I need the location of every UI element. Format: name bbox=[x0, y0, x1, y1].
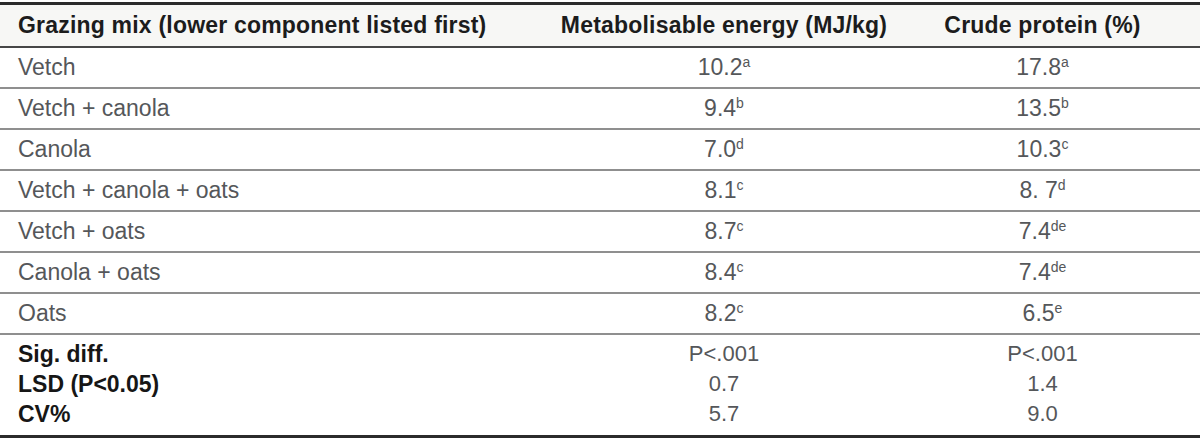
cp-number: 10.3 bbox=[1017, 136, 1062, 162]
table-row-vetch-oats: Vetch + oats 8.7c 7.4de bbox=[0, 212, 1200, 253]
cp-superscript: a bbox=[1061, 54, 1069, 70]
cp-number: 8. 7 bbox=[1019, 177, 1057, 203]
mix-label: Vetch bbox=[0, 54, 545, 81]
me-number: 8.4 bbox=[705, 259, 737, 285]
page: Grazing mix (lower component listed firs… bbox=[0, 0, 1200, 440]
me-value: 8.2c bbox=[545, 300, 903, 327]
table-row-vetch-canola: Vetch + canola 9.4b 13.5b bbox=[0, 89, 1200, 130]
cp-superscript: de bbox=[1051, 259, 1067, 275]
me-superscript: d bbox=[736, 136, 744, 152]
table-row-canola: Canola 7.0d 10.3c bbox=[0, 130, 1200, 171]
cp-number: 7.4 bbox=[1019, 218, 1051, 244]
cp-value: 7.4de bbox=[903, 218, 1182, 245]
me-superscript: c bbox=[736, 218, 743, 234]
table-header-row: Grazing mix (lower component listed firs… bbox=[0, 5, 1200, 48]
me-value: 10.2a bbox=[545, 54, 903, 81]
stats-row-cv: CV% 5.7 9.0 bbox=[0, 399, 1200, 429]
cp-superscript: d bbox=[1058, 177, 1066, 193]
stats-label: CV% bbox=[0, 401, 545, 428]
me-superscript: b bbox=[736, 95, 744, 111]
mix-label: Vetch + canola + oats bbox=[0, 177, 545, 204]
mix-label: Oats bbox=[0, 300, 545, 327]
me-value: 8.4c bbox=[545, 259, 903, 286]
stats-cp-value: P<.001 bbox=[903, 341, 1182, 367]
cp-value: 8. 7d bbox=[903, 177, 1182, 204]
stats-row-lsd: LSD (P<0.05) 0.7 1.4 bbox=[0, 369, 1200, 399]
me-value: 8.7c bbox=[545, 218, 903, 245]
cp-number: 17.8 bbox=[1016, 54, 1061, 80]
mix-label: Canola + oats bbox=[0, 259, 545, 286]
mix-label: Vetch + oats bbox=[0, 218, 545, 245]
me-number: 8.7 bbox=[705, 218, 737, 244]
me-number: 7.0 bbox=[704, 136, 736, 162]
cp-number: 6.5 bbox=[1023, 300, 1055, 326]
grazing-mix-results-table: Grazing mix (lower component listed firs… bbox=[0, 2, 1200, 438]
table-row-vetch-canola-oats: Vetch + canola + oats 8.1c 8. 7d bbox=[0, 171, 1200, 212]
me-number: 8.2 bbox=[705, 300, 737, 326]
table-row-vetch: Vetch 10.2a 17.8a bbox=[0, 48, 1200, 89]
cp-value: 13.5b bbox=[903, 95, 1182, 122]
cp-value: 7.4de bbox=[903, 259, 1182, 286]
me-number: 10.2 bbox=[698, 54, 743, 80]
stats-label: Sig. diff. bbox=[0, 341, 545, 368]
cp-value: 6.5e bbox=[903, 300, 1182, 327]
cp-superscript: e bbox=[1055, 300, 1063, 316]
cp-superscript: b bbox=[1061, 95, 1069, 111]
stats-me-value: P<.001 bbox=[545, 341, 903, 367]
me-superscript: a bbox=[742, 54, 750, 70]
me-superscript: c bbox=[736, 259, 743, 275]
mix-label: Vetch + canola bbox=[0, 95, 545, 122]
stats-row-sig-diff: Sig. diff. P<.001 P<.001 bbox=[0, 339, 1200, 369]
table-row-canola-oats: Canola + oats 8.4c 7.4de bbox=[0, 253, 1200, 294]
mix-label: Canola bbox=[0, 136, 545, 163]
header-crude-protein: Crude protein (%) bbox=[903, 12, 1182, 39]
stats-cp-value: 9.0 bbox=[903, 401, 1182, 427]
me-superscript: c bbox=[736, 177, 743, 193]
me-number: 8.1 bbox=[705, 177, 737, 203]
cp-value: 17.8a bbox=[903, 54, 1182, 81]
statistics-section: Sig. diff. P<.001 P<.001 LSD (P<0.05) 0.… bbox=[0, 335, 1200, 435]
cp-superscript: c bbox=[1061, 136, 1068, 152]
me-superscript: c bbox=[736, 300, 743, 316]
cp-number: 7.4 bbox=[1019, 259, 1051, 285]
cp-value: 10.3c bbox=[903, 136, 1182, 163]
cp-number: 13.5 bbox=[1016, 95, 1061, 121]
stats-me-value: 0.7 bbox=[545, 371, 903, 397]
header-metabolisable-energy: Metabolisable energy (MJ/kg) bbox=[545, 12, 903, 39]
me-number: 9.4 bbox=[704, 95, 736, 121]
me-value: 8.1c bbox=[545, 177, 903, 204]
stats-me-value: 5.7 bbox=[545, 401, 903, 427]
stats-cp-value: 1.4 bbox=[903, 371, 1182, 397]
me-value: 9.4b bbox=[545, 95, 903, 122]
cp-superscript: de bbox=[1051, 218, 1067, 234]
header-grazing-mix: Grazing mix (lower component listed firs… bbox=[0, 12, 545, 39]
stats-label: LSD (P<0.05) bbox=[0, 371, 545, 398]
me-value: 7.0d bbox=[545, 136, 903, 163]
table-row-oats: Oats 8.2c 6.5e bbox=[0, 294, 1200, 335]
